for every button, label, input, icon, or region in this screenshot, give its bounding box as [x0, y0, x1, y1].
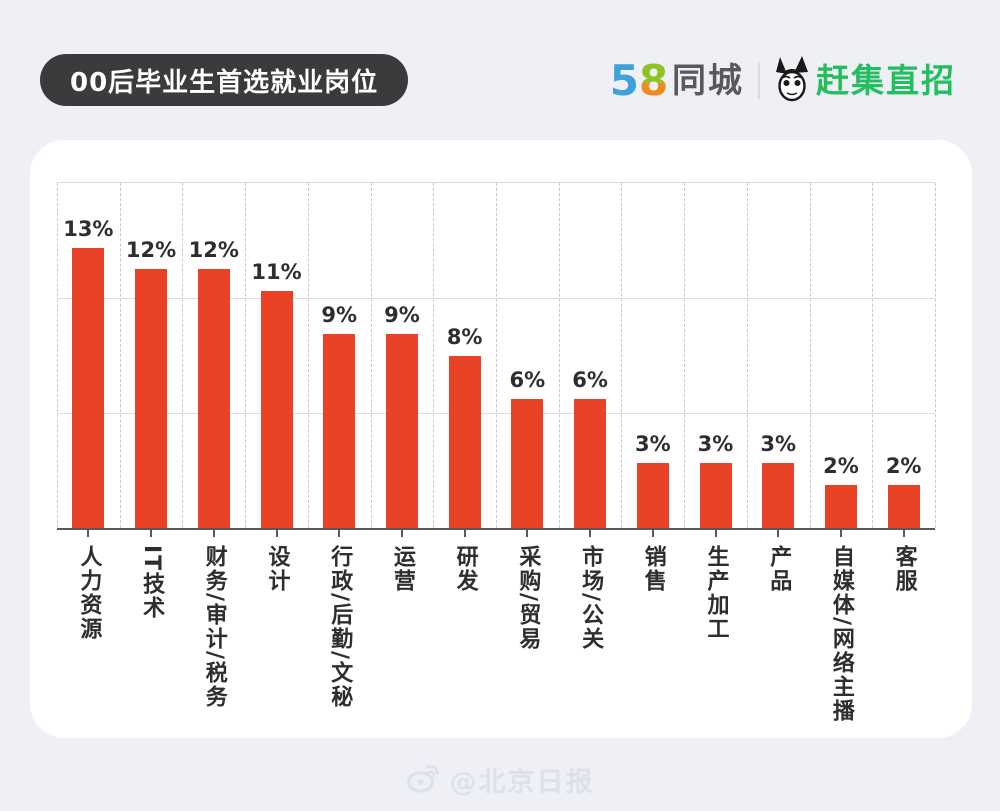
bar: [135, 269, 168, 528]
bar-value-label: 8%: [446, 324, 483, 349]
axis-tick: [526, 529, 529, 537]
axis-tick: [777, 529, 780, 537]
bar: [574, 398, 607, 528]
bar-value-label: 11%: [251, 259, 302, 284]
axis-tick: [651, 529, 654, 537]
bar-value-label: 12%: [188, 238, 239, 263]
bar: [824, 484, 857, 528]
watermark-text: @北京日报: [449, 767, 595, 798]
bar: [197, 269, 230, 528]
chart-card: 13% 12% 12% 11% 9% 9% 8% 6% 6% 3% 3% 3% 2% 2% 人力资源 IT技…: [30, 140, 972, 738]
grid-vline: [370, 183, 372, 528]
axis-tick: [275, 529, 278, 537]
logo-divider: [758, 63, 760, 99]
bar: [511, 398, 544, 528]
grid-vline: [621, 183, 623, 528]
grid-vline: [558, 183, 560, 528]
bar-value-label: 13%: [63, 216, 114, 241]
category-label: 客服: [891, 545, 917, 593]
category-label: 人力资源: [76, 545, 102, 641]
grid-vline: [746, 183, 748, 528]
category-labels: 人力资源 IT技术 财务/审计/税务 设计 行政/后勤/文秘 运营 研发 采购/贸易 市场/公关…: [57, 529, 935, 734]
bar: [762, 463, 795, 528]
brand-logos: 5 8 8 同城 赶集直招: [610, 56, 956, 106]
category-label: 财务/审计/税务: [201, 545, 227, 710]
bar: [636, 463, 669, 528]
category-label: 销售: [640, 545, 666, 593]
weibo-icon: [406, 761, 442, 799]
axis-tick: [400, 529, 403, 537]
axis-tick: [902, 529, 905, 537]
watermark: @北京日报: [406, 760, 595, 799]
axis-tick: [589, 529, 592, 537]
logo-58-eight: 8 8: [639, 56, 669, 105]
bar-value-label: 2%: [885, 453, 922, 478]
axis-tick: [150, 529, 153, 537]
bar-value-label: 3%: [697, 432, 734, 457]
bar: [887, 484, 920, 528]
axis-tick: [338, 529, 341, 537]
grid-vline: [182, 183, 184, 528]
category-label: 采购/贸易: [515, 545, 541, 652]
bar-value-label: 3%: [760, 432, 797, 457]
grid-vline: [496, 183, 497, 528]
chart-title-pill: 00后毕业生首选就业岗位: [40, 54, 409, 106]
category-label: 设计: [264, 545, 290, 593]
donkey-mascot-icon: [772, 56, 812, 106]
bar-value-label: 9%: [321, 302, 358, 327]
axis-tick: [87, 529, 90, 537]
bar-value-label: 3%: [634, 432, 671, 457]
grid-vline: [119, 183, 121, 528]
grid-vline: [872, 183, 874, 528]
category-label: 运营: [389, 545, 415, 593]
axis-tick: [463, 529, 466, 537]
logo-ganji: 赶集直招: [772, 56, 956, 106]
category-label: IT技术: [139, 545, 165, 621]
bar: [385, 333, 418, 528]
axis-tick: [839, 529, 842, 537]
bar: [72, 247, 105, 528]
logo-58-text: 同城: [672, 61, 744, 101]
bar-value-label: 6%: [572, 367, 608, 392]
grid-vline: [809, 183, 811, 528]
grid-vline: [935, 183, 936, 528]
axis-tick: [714, 529, 717, 537]
bar-value-label: 9%: [384, 302, 420, 327]
grid-vline: [307, 183, 309, 528]
bar-value-label: 12%: [125, 238, 177, 263]
plot-area: 13% 12% 12% 11% 9% 9% 8% 6% 6% 3% 3% 3% 2% 2%: [57, 182, 936, 530]
axis-tick: [212, 529, 215, 537]
page-title: 00后毕业生首选就业岗位: [70, 67, 379, 98]
logo-58tongcheng: 5 8 8 同城: [610, 59, 744, 103]
category-label: 市场/公关: [578, 545, 604, 652]
grid-vline: [684, 183, 686, 528]
category-label: 研发: [452, 545, 478, 593]
bar-value-label: 2%: [823, 453, 859, 478]
bar: [260, 290, 293, 528]
grid-vline: [57, 183, 58, 528]
grid-vline: [433, 183, 435, 528]
grid-vline: [245, 183, 247, 528]
category-label: 自媒体/网络主播: [828, 545, 854, 724]
category-label: 生产加工: [703, 545, 729, 641]
bar: [448, 355, 481, 528]
logo-58-five: 5: [609, 56, 639, 105]
bar-value-label: 6%: [509, 367, 546, 392]
logo-ganji-text: 赶集直招: [816, 61, 956, 100]
bar: [323, 333, 356, 528]
bar: [699, 463, 732, 528]
category-label: 行政/后勤/文秘: [327, 545, 353, 710]
category-label: 产品: [766, 545, 792, 593]
